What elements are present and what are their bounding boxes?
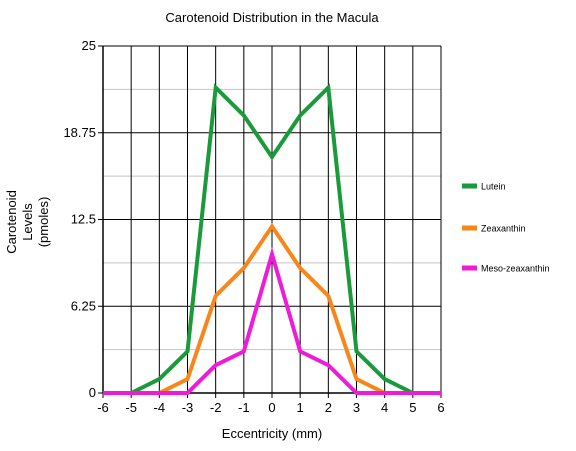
x-tick-label: -5	[125, 400, 137, 415]
x-tick-label: 5	[409, 400, 416, 415]
x-tick-label: -4	[154, 400, 166, 415]
y-axis-label: Carotenoid Levels (pmoles)	[4, 190, 51, 254]
x-tick-label: -2	[210, 400, 222, 415]
x-tick-label: 2	[325, 400, 332, 415]
legend-label: Meso-zeaxanthin	[481, 264, 550, 274]
x-tick-label: 3	[353, 400, 360, 415]
y-tick-label: 12.5	[71, 212, 96, 227]
legend: Lutein Zeaxanthin Meso-zeaxanthin	[462, 182, 550, 274]
axes	[98, 45, 442, 398]
y-axis-label-line: Levels	[20, 203, 35, 241]
x-tick-label: 6	[437, 400, 444, 415]
y-tick-label: 18.75	[63, 125, 96, 140]
series-line-meso-zeaxanthin	[103, 247, 441, 395]
x-tick-label: -1	[238, 400, 250, 415]
y-axis-label-line: (pmoles)	[36, 197, 51, 248]
y-tick-label: 0	[89, 385, 96, 400]
chart-title: Carotenoid Distribution in the Macula	[165, 10, 379, 25]
x-tick-label: -3	[182, 400, 194, 415]
y-axis-label-line: Carotenoid	[4, 190, 19, 254]
y-tick-label: 6.25	[71, 298, 96, 313]
x-tick-label: 0	[268, 400, 275, 415]
y-tick-label: 25	[82, 38, 96, 53]
legend-label: Zeaxanthin	[481, 224, 526, 234]
grid	[102, 45, 442, 394]
legend-label: Lutein	[481, 182, 506, 192]
x-tick-label: -6	[97, 400, 109, 415]
series-lines	[103, 83, 441, 395]
x-tick-label: 1	[297, 400, 304, 415]
x-axis-label: Eccentricity (mm)	[222, 426, 322, 441]
tick-labels: -6 -5 -4 -3 -2 -1 0 1 2 3 4 5 6 0 6.25 12.5 18.75 25	[63, 38, 444, 415]
x-tick-label: 4	[381, 400, 388, 415]
series-line-lutein	[103, 83, 441, 395]
